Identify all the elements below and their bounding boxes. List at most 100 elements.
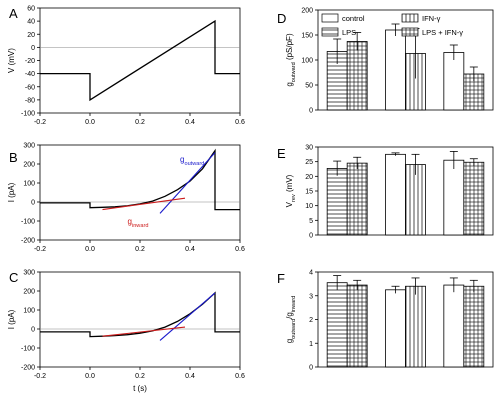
- x-tick-label: -0.2: [34, 119, 46, 126]
- y-tick-label: 100: [23, 181, 35, 188]
- y-tick-label: -100: [21, 111, 35, 118]
- y-axis-label: goutward (pS/pF): [285, 33, 297, 87]
- bar-e: [385, 153, 406, 236]
- panel-letter-d: D: [277, 11, 286, 26]
- y-axis-label: I (pA): [7, 182, 16, 202]
- annotation-outward: goutward: [180, 155, 204, 167]
- series-line-2: [102, 197, 186, 211]
- y-axis-label-part-0: g: [285, 339, 294, 343]
- y-axis-label-part-1: outward: [291, 319, 297, 339]
- panel-letter-c: C: [9, 270, 18, 285]
- y-tick-label: 50: [305, 83, 313, 90]
- y-tick-label: -200: [21, 365, 35, 372]
- x-tick-label: -0.2: [34, 373, 46, 380]
- panel-b: -0.2 0.0 0.2 0.4 0.6 -200 -100 0 100 200 300 I (pA)…: [7, 143, 245, 254]
- y-axis-label-part-1: outward: [291, 62, 297, 82]
- panel-d: 0 50 100 150 200 goutward (pS/pF): [285, 8, 494, 115]
- x-tick-label: 0.6: [235, 246, 245, 253]
- series-line-1: [159, 292, 216, 341]
- y-tick-label: -60: [25, 84, 35, 91]
- legend: control LPS IFN-γ LPS + IFN-γ: [321, 13, 463, 37]
- bar-d: [443, 52, 465, 111]
- bar-f: [385, 289, 406, 368]
- legend-swatch: [401, 13, 419, 23]
- bar-e: [443, 159, 465, 236]
- bar-e: [463, 161, 485, 236]
- bar-e: [346, 162, 368, 236]
- y-tick-label: 20: [305, 174, 313, 181]
- bar-f: [405, 285, 426, 368]
- x-tick-label: 0.6: [235, 373, 245, 380]
- bar-f: [463, 285, 485, 368]
- x-tick-label: 0.0: [85, 119, 95, 126]
- x-tick-label: 0.6: [235, 119, 245, 126]
- bar-e: [405, 164, 426, 236]
- y-tick-label: 40: [27, 19, 35, 26]
- y-tick-label: 200: [301, 8, 313, 15]
- legend-swatch: [401, 27, 419, 37]
- x-tick-label: 0.4: [185, 246, 195, 253]
- panel-a: -0.2 0.0 0.2 0.4 0.6 -100 -80 -60 -40 -20 0 20 40 60 V…: [7, 6, 245, 127]
- y-axis-label-part-0: V: [285, 201, 294, 207]
- x-tick-label: 0.4: [185, 373, 195, 380]
- bar-f: [346, 284, 368, 368]
- y-tick-label: 100: [301, 58, 313, 65]
- bar-f: [443, 284, 465, 368]
- x-tick-label: 0.2: [135, 119, 145, 126]
- panel-c: -0.2 0.0 0.2 0.4 0.6 -200 -100 0 100 200 300 I (pA)…: [7, 270, 245, 394]
- y-tick-label: 25: [305, 159, 313, 166]
- series-line-0: [40, 148, 240, 211]
- legend-label: control: [342, 14, 365, 23]
- y-tick-label: 300: [23, 270, 35, 277]
- y-tick-label: 0: [31, 200, 35, 207]
- y-tick-label: 0: [309, 365, 313, 372]
- y-tick-label: -100: [21, 219, 35, 226]
- y-tick-label: 200: [23, 289, 35, 296]
- y-tick-label: 100: [23, 308, 35, 315]
- y-tick-label: 1: [309, 341, 313, 348]
- y-axis-label: V (mV): [7, 48, 16, 73]
- y-axis-label-part-3: inward: [291, 296, 297, 312]
- y-tick-label: 0: [31, 327, 35, 334]
- y-tick-label: 2: [309, 317, 313, 324]
- y-tick-label: 150: [301, 33, 313, 40]
- legend-label: LPS + IFN-γ: [422, 28, 463, 37]
- legend-swatch: [321, 13, 339, 23]
- legend-label: IFN-γ: [422, 14, 441, 23]
- annotation-outward-part-1: outward: [184, 161, 204, 167]
- series-line-1: [159, 152, 216, 214]
- x-tick-label: 0.2: [135, 246, 145, 253]
- panel-letter-b: B: [9, 150, 18, 165]
- panel-f: 0 1 2 3 4 goutward/ginward: [285, 270, 494, 372]
- y-axis-label-part-1: rev: [291, 194, 297, 202]
- bar-d: [346, 41, 368, 111]
- x-axis-label: t (s): [133, 384, 147, 393]
- x-tick-label: -0.2: [34, 246, 46, 253]
- y-tick-label: -80: [25, 97, 35, 104]
- y-axis-label: goutward/ginward: [285, 296, 297, 344]
- y-axis-label: I (pA): [7, 309, 16, 329]
- legend-label: LPS: [342, 28, 356, 37]
- annotation-inward: ginward: [128, 217, 149, 229]
- plot-frame: [39, 271, 241, 368]
- y-axis-label-part-2: (pS/pF): [285, 33, 294, 62]
- x-tick-label: 0.0: [85, 373, 95, 380]
- y-tick-label: 0: [309, 233, 313, 240]
- y-tick-label: 30: [305, 145, 313, 152]
- y-tick-label: 60: [27, 6, 35, 13]
- y-tick-label: 20: [27, 32, 35, 39]
- x-tick-label: 0.2: [135, 373, 145, 380]
- y-tick-label: 200: [23, 162, 35, 169]
- bar-e: [326, 168, 348, 236]
- y-tick-label: -100: [21, 346, 35, 353]
- y-axis-label-part-2: /g: [285, 312, 294, 319]
- y-tick-label: -200: [21, 238, 35, 245]
- panel-letter-e: E: [277, 146, 286, 161]
- annotation-inward-part-1: inward: [132, 223, 148, 229]
- series-line-0: [40, 19, 240, 102]
- series-line-0: [40, 291, 240, 338]
- y-tick-label: 300: [23, 143, 35, 150]
- annotation-inward-part-0: g: [128, 217, 132, 226]
- annotation-outward-part-0: g: [180, 155, 184, 164]
